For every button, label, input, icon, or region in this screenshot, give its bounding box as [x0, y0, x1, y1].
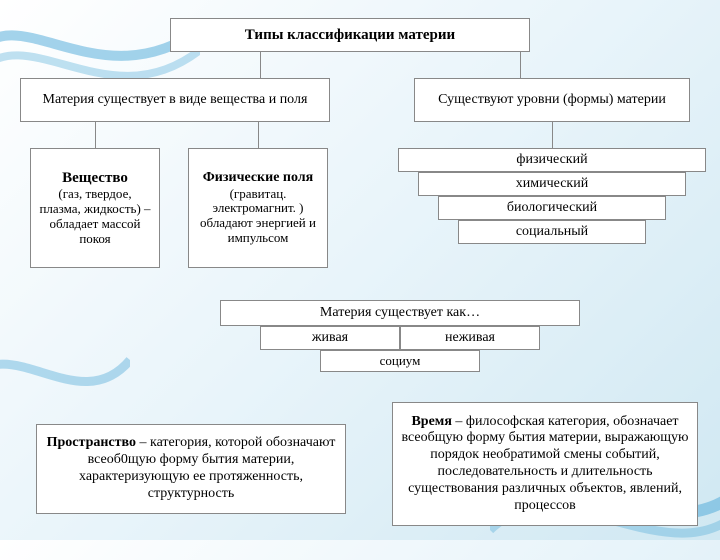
connector — [95, 122, 96, 148]
exists-as-row: Материя существует как… — [220, 300, 580, 326]
living-cell: живая — [260, 326, 400, 350]
left-branch-header: Материя существует в виде вещества и пол… — [20, 78, 330, 122]
socium-text: социум — [380, 354, 421, 369]
level-label: химический — [516, 176, 588, 193]
level-label: биологический — [507, 200, 597, 217]
fields-box: Физические поля (гравитац. электромагнит… — [188, 148, 328, 268]
right-branch-text: Существуют уровни (формы) материи — [421, 92, 683, 109]
connector — [260, 52, 261, 78]
title-box: Типы классификации материи — [170, 18, 530, 52]
level-row-3: социальный — [458, 220, 646, 244]
socium-cell: социум — [320, 350, 480, 372]
time-text: Время – философская категория, обозначае… — [399, 414, 691, 515]
living-text: живая — [312, 330, 348, 347]
substance-box: Вещество (газ, твердое, плазма, жидкость… — [30, 148, 160, 268]
level-row-1: химический — [418, 172, 686, 196]
exists-as-text: Материя существует как… — [320, 305, 480, 322]
connector — [552, 122, 553, 148]
substance-desc: (газ, твердое, плазма, жидкость) – облад… — [37, 187, 153, 247]
space-box: Пространство – категория, которой обозна… — [36, 424, 346, 514]
space-text: Пространство – категория, которой обозна… — [43, 435, 339, 502]
right-branch-header: Существуют уровни (формы) материи — [414, 78, 690, 122]
level-label: физический — [516, 152, 587, 169]
decorative-wave-left — [0, 320, 130, 420]
connector — [520, 52, 521, 78]
nonliving-cell: неживая — [400, 326, 540, 350]
substance-heading: Вещество — [37, 169, 153, 187]
level-row-0: физический — [398, 148, 706, 172]
connector — [258, 122, 259, 148]
title-text: Типы классификации материи — [177, 27, 523, 44]
left-branch-text: Материя существует в виде вещества и пол… — [27, 92, 323, 109]
fields-desc: (гравитац. электромагнит. ) обладают эне… — [195, 187, 321, 247]
level-label: социальный — [516, 224, 588, 241]
level-row-2: биологический — [438, 196, 666, 220]
nonliving-text: неживая — [445, 330, 495, 347]
time-box: Время – философская категория, обозначае… — [392, 402, 698, 526]
fields-heading: Физические поля — [195, 170, 321, 187]
